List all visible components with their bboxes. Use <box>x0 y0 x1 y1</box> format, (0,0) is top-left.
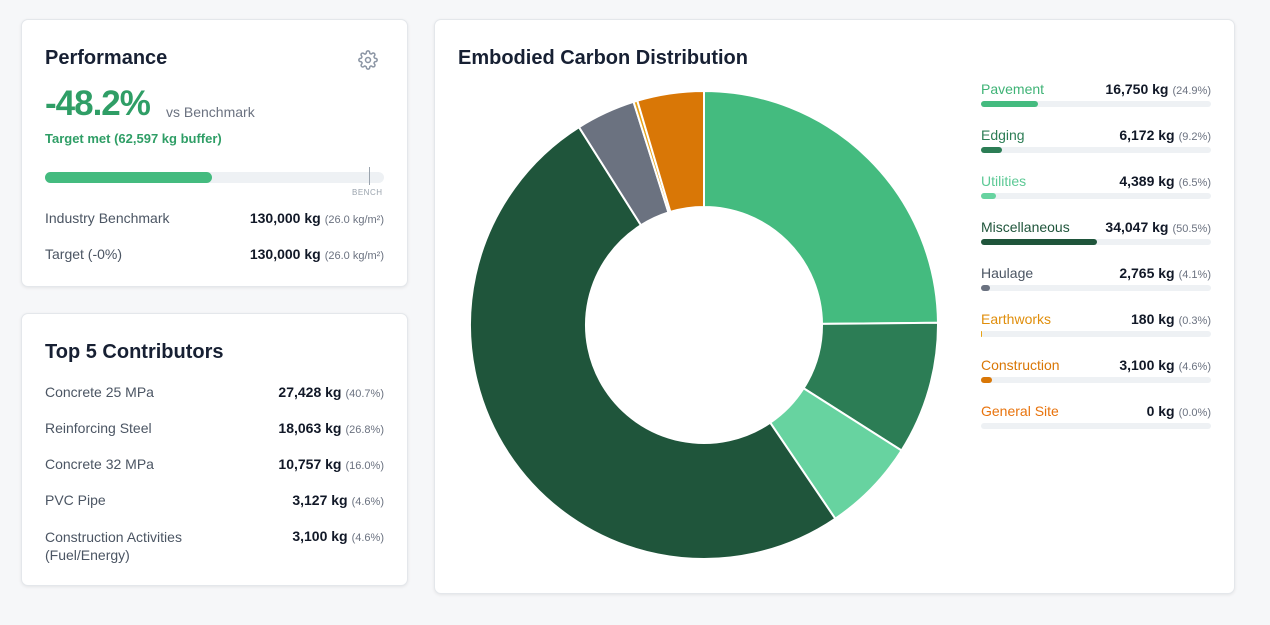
distribution-card: Embodied Carbon Distribution Pavement 16,… <box>434 19 1235 594</box>
legend-bar-track <box>981 147 1211 153</box>
distribution-title: Embodied Carbon Distribution <box>458 47 748 69</box>
row-sub: (26.0 kg/m²) <box>324 214 384 226</box>
legend-bar-track <box>981 423 1211 429</box>
item-sub: (4.6%) <box>351 496 384 508</box>
item-sub: (4.6%) <box>351 532 384 544</box>
item-sub: (26.8%) <box>345 424 384 436</box>
legend-percentage: (50.5%) <box>1172 223 1211 235</box>
legend-item-pavement[interactable]: Pavement 16,750 kg (24.9%) <box>981 81 1211 121</box>
item-value: 3,100 kg <box>292 528 348 544</box>
legend-bar-fill <box>981 331 982 337</box>
item-label: Concrete 25 MPa <box>45 384 154 400</box>
legend-bar-fill <box>981 239 1098 245</box>
performance-card: Performance -48.2% vs Benchmark Target m… <box>21 19 408 287</box>
legend-value: 3,100 kg <box>1119 357 1175 373</box>
legend-value: 4,389 kg <box>1119 173 1175 189</box>
legend-label: General Site <box>981 403 1059 419</box>
legend-item-miscellaneous[interactable]: Miscellaneous 34,047 kg (50.5%) <box>981 219 1211 259</box>
legend-value: 6,172 kg <box>1119 127 1175 143</box>
top-contributors-title: Top 5 Contributors <box>45 341 224 363</box>
item-sub: (40.7%) <box>345 388 384 400</box>
legend-item-general-site[interactable]: General Site 0 kg (0.0%) <box>981 403 1211 443</box>
legend-bar-track <box>981 331 1211 337</box>
legend-item-earthworks[interactable]: Earthworks 180 kg (0.3%) <box>981 311 1211 351</box>
row-value: 130,000 kg <box>249 246 321 262</box>
legend-label: Haulage <box>981 265 1034 281</box>
donut-slice-pavement[interactable] <box>703 89 940 325</box>
donut-slice-miscellaneous[interactable] <box>469 125 837 561</box>
legend-value: 0 kg <box>1146 403 1175 419</box>
performance-title: Performance <box>45 47 168 69</box>
legend-bar-track <box>981 193 1211 199</box>
legend-item-edging[interactable]: Edging 6,172 kg (9.2%) <box>981 127 1211 167</box>
legend-percentage: (0.3%) <box>1178 315 1211 327</box>
legend-bar-track <box>981 285 1211 291</box>
legend-label: Edging <box>981 127 1025 143</box>
item-label: Construction Activities (Fuel/Energy) <box>45 529 182 563</box>
legend-label: Utilities <box>981 173 1027 189</box>
row-label: Industry Benchmark <box>45 210 170 226</box>
legend-bar-fill <box>981 193 996 199</box>
donut-chart <box>469 89 940 561</box>
legend-percentage: (4.1%) <box>1178 269 1211 281</box>
legend-label: Miscellaneous <box>981 219 1070 235</box>
item-value: 27,428 kg <box>278 384 342 400</box>
legend-percentage: (4.6%) <box>1178 361 1211 373</box>
top-contributors-card: Top 5 Contributors Concrete 25 MPa 27,42… <box>21 313 408 586</box>
legend-bar-track <box>981 377 1211 383</box>
legend-value: 2,765 kg <box>1119 265 1175 281</box>
item-value: 18,063 kg <box>278 420 342 436</box>
legend-label: Construction <box>981 357 1060 373</box>
performance-progress-bar <box>45 172 384 183</box>
item-label: PVC Pipe <box>45 492 106 508</box>
row-sub: (26.0 kg/m²) <box>324 250 384 262</box>
legend-bar-fill <box>981 285 991 291</box>
row-value: 130,000 kg <box>249 210 321 226</box>
row-label: Target (-0%) <box>45 246 123 262</box>
legend-value: 16,750 kg <box>1105 81 1169 97</box>
performance-progress-fill <box>45 172 212 183</box>
legend-bar-fill <box>981 147 1003 153</box>
benchmark-marker-label: BENCH <box>352 188 383 197</box>
legend-label: Pavement <box>981 81 1045 97</box>
legend-item-construction[interactable]: Construction 3,100 kg (4.6%) <box>981 357 1211 397</box>
benchmark-marker <box>369 167 370 185</box>
donut-slice-construction[interactable] <box>636 89 705 214</box>
legend-percentage: (9.2%) <box>1178 131 1211 143</box>
legend-bar-track <box>981 101 1211 107</box>
item-value: 10,757 kg <box>278 456 342 472</box>
legend-bar-track <box>981 239 1211 245</box>
legend-item-haulage[interactable]: Haulage 2,765 kg (4.1%) <box>981 265 1211 305</box>
legend-percentage: (0.0%) <box>1178 407 1211 419</box>
vs-benchmark-label: vs Benchmark <box>166 104 255 120</box>
item-label: Reinforcing Steel <box>45 420 152 436</box>
gear-icon[interactable] <box>358 50 378 70</box>
legend-label: Earthworks <box>981 311 1052 327</box>
legend-percentage: (24.9%) <box>1172 85 1211 97</box>
item-value: 3,127 kg <box>292 492 348 508</box>
target-status: Target met (62,597 kg buffer) <box>45 131 222 146</box>
item-sub: (16.0%) <box>345 460 384 472</box>
legend-value: 180 kg <box>1131 311 1175 327</box>
legend-item-utilities[interactable]: Utilities 4,389 kg (6.5%) <box>981 173 1211 213</box>
item-label: Concrete 32 MPa <box>45 456 154 472</box>
legend-bar-fill <box>981 377 992 383</box>
legend-value: 34,047 kg <box>1105 219 1169 235</box>
legend-percentage: (6.5%) <box>1178 177 1211 189</box>
performance-percentage: -48.2% <box>45 84 151 123</box>
legend-bar-fill <box>981 101 1039 107</box>
